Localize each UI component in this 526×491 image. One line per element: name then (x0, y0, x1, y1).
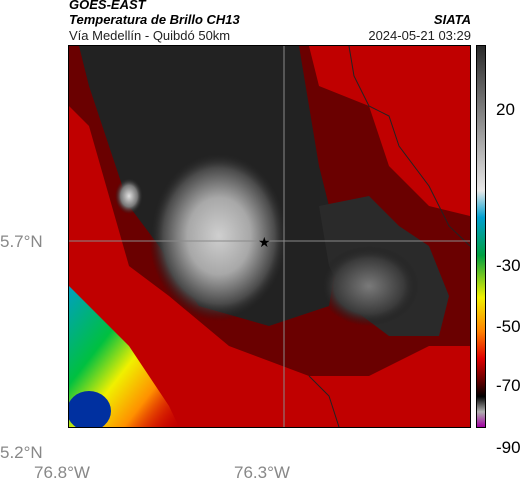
organization-label: SIATA (433, 12, 471, 27)
star-icon: ★ (258, 235, 271, 251)
colorbar-tick-minus50: -50 (496, 317, 521, 336)
route-label: Vía Medellín - Quibdó 50km (69, 28, 231, 43)
colorbar-tick-minus90: -90 (496, 438, 521, 457)
lat-label-5-2: 5.2°N (0, 443, 43, 462)
colorbar-tick-minus30: -30 (496, 256, 521, 275)
colorbar-tick-minus70: -70 (496, 376, 521, 395)
lon-label-76-8: 76.8°W (34, 463, 90, 482)
colorbar-tick-20: 20 (496, 100, 515, 119)
colorbar (476, 45, 486, 428)
lat-label-5-7: 5.7°N (0, 232, 43, 251)
product-title: Temperatura de Brillo CH13 (69, 12, 240, 27)
satellite-title: GOES-EAST (69, 0, 146, 12)
timestamp-label: 2024-05-21 03:29 (368, 28, 471, 43)
brightness-temperature-map: ★ (67, 45, 471, 431)
lon-label-76-3: 76.3°W (234, 463, 290, 482)
